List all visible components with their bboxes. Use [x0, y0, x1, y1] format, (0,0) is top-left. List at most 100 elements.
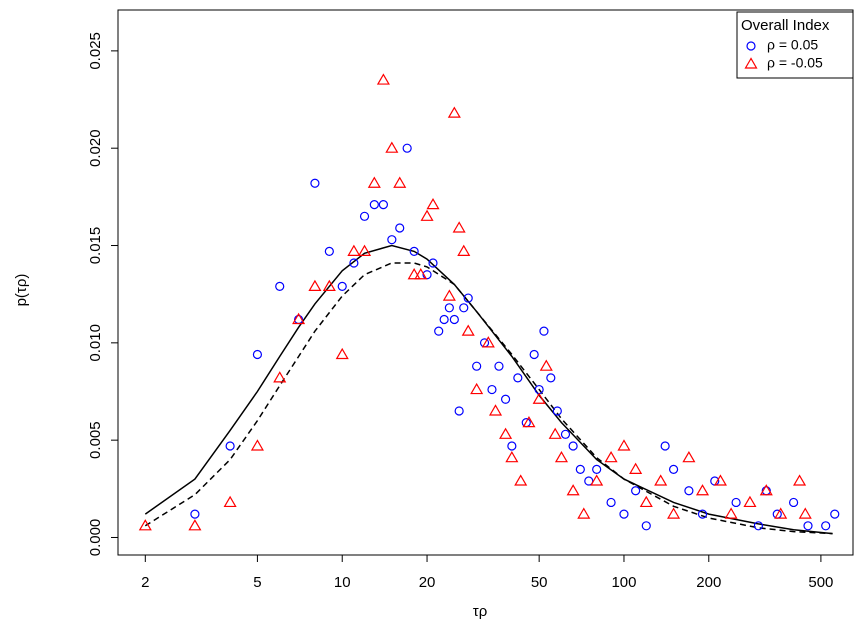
circle-point — [472, 361, 482, 371]
triangle-point — [385, 141, 399, 153]
triangle-point — [639, 495, 653, 508]
circle-point — [606, 497, 616, 508]
triangle-point — [223, 495, 237, 508]
circle-point — [631, 486, 641, 496]
circle-point — [539, 326, 549, 336]
triangle-point — [629, 462, 643, 474]
triangle-point — [759, 484, 773, 496]
triangle-point — [426, 197, 440, 210]
circle-point — [584, 476, 594, 486]
triangle-point — [347, 244, 361, 256]
circle-point — [575, 464, 585, 474]
triangle-point — [798, 507, 812, 519]
triangle-point — [522, 415, 536, 428]
y-tick-label: 0.010 — [87, 324, 104, 362]
circle-point — [225, 441, 235, 451]
y-tick-label: 0.000 — [87, 519, 104, 557]
triangle-point — [308, 279, 322, 291]
y-tick-label: 0.005 — [87, 421, 104, 459]
triangle-point — [335, 347, 349, 360]
y-axis-label: p(τρ) — [13, 274, 30, 307]
y-tick-label: 0.015 — [87, 227, 104, 265]
circle-point — [463, 293, 473, 303]
triangle-point — [481, 336, 495, 348]
circle-point — [439, 314, 449, 325]
x-tick-label: 2 — [141, 574, 149, 591]
circle-point — [821, 521, 831, 531]
triangle-point — [532, 392, 546, 404]
circle-point — [409, 246, 419, 256]
triangle-point — [393, 176, 407, 188]
triangle-point — [470, 382, 484, 395]
circle-point — [697, 509, 708, 519]
triangle-point — [457, 244, 471, 256]
triangle-point — [447, 106, 461, 118]
circle-point — [434, 326, 444, 336]
triangle-point — [577, 507, 591, 519]
triangle-point — [407, 268, 421, 280]
circle-point — [641, 521, 651, 531]
triangle-point — [548, 427, 562, 439]
triangle-point — [682, 450, 696, 463]
triangle-point — [488, 404, 503, 416]
triangle-point — [376, 73, 390, 85]
circle-point — [428, 258, 438, 268]
triangle-point — [617, 439, 631, 451]
triangle-point — [566, 484, 580, 496]
circle-point — [190, 509, 200, 519]
circle-point — [830, 509, 840, 519]
x-tick-label: 20 — [419, 574, 436, 591]
triangle-point — [514, 474, 528, 486]
triangle-point — [667, 507, 681, 519]
triangle-point — [188, 519, 202, 531]
circle-point — [402, 143, 412, 153]
triangle-point — [357, 244, 372, 256]
fit-line — [144, 244, 833, 535]
circle-point — [449, 314, 459, 325]
triangle-point — [654, 474, 668, 486]
circle-point — [529, 349, 539, 360]
circle-point — [684, 486, 694, 496]
triangle-point — [499, 427, 513, 439]
circle-point — [378, 200, 389, 210]
fit-line — [144, 262, 833, 535]
circle-point — [487, 384, 497, 395]
triangle-point — [793, 474, 807, 486]
triangle-point — [695, 484, 710, 496]
legend-label: ρ = -0.05 — [767, 55, 823, 71]
circle-point — [337, 281, 347, 291]
x-tick-label: 100 — [611, 574, 636, 591]
circle-point — [753, 521, 763, 531]
x-tick-label: 200 — [696, 574, 721, 591]
triangle-point — [138, 519, 152, 531]
triangle-point — [452, 221, 466, 233]
circle-point — [494, 361, 504, 371]
triangle-point — [414, 268, 428, 280]
circle-point — [422, 270, 432, 280]
triangle-point — [743, 495, 757, 508]
triangle-point — [461, 324, 475, 336]
circle-point — [560, 429, 571, 439]
circle-point — [359, 211, 370, 221]
circle-point — [459, 303, 469, 313]
circle-point — [513, 373, 523, 383]
triangle-point — [367, 176, 381, 188]
circle-point — [324, 246, 334, 256]
triangle-point — [539, 359, 553, 371]
plot-box — [117, 9, 854, 556]
circle-point — [349, 258, 359, 268]
triangle-point — [590, 474, 604, 486]
circle-point — [252, 349, 263, 360]
circle-point — [454, 406, 464, 416]
triangle-point — [744, 57, 758, 69]
circle-point — [552, 406, 562, 416]
circle-point — [568, 441, 578, 451]
triangle-point — [442, 289, 456, 301]
circle-point — [310, 178, 320, 188]
triangle-point — [250, 439, 264, 451]
triangle-point — [273, 371, 287, 383]
triangle-point — [322, 279, 336, 291]
triangle-point — [420, 209, 434, 221]
x-axis-label: τρ — [473, 603, 487, 620]
